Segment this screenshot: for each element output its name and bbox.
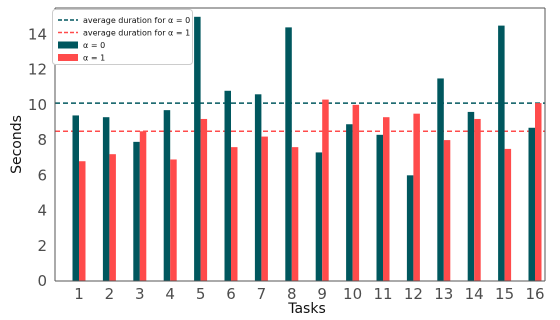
reference-lines (55, 102, 545, 133)
bar-series1-task-10 (352, 104, 360, 281)
legend-entry-label: average duration for α = 0 (83, 16, 190, 25)
x-tick-label: 12 (404, 285, 423, 303)
legend-entry-label: α = 1 (83, 54, 105, 63)
bar-series0-task-10 (346, 124, 353, 281)
x-axis-label: Tasks (287, 301, 326, 317)
x-tick-label: 2 (105, 285, 115, 303)
bar-series0-task-11 (376, 134, 383, 281)
legend-patch-swatch (58, 41, 78, 49)
legend-entry-label: α = 0 (83, 41, 105, 50)
x-tick-label: 13 (434, 285, 453, 303)
x-tick-label: 15 (495, 285, 514, 303)
x-tick-label: 6 (226, 285, 236, 303)
bar-series1-task-14 (474, 118, 481, 281)
bar-series0-task-8 (285, 27, 292, 282)
bar-series1-task-15 (504, 148, 512, 281)
x-tick-label: 5 (196, 285, 206, 303)
bar-series1-task-8 (291, 147, 299, 281)
bar-series0-task-6 (224, 90, 231, 282)
bar-series0-task-5 (194, 16, 201, 281)
bar-series0-task-9 (315, 152, 323, 281)
x-tick-label: 11 (373, 285, 392, 303)
x-tick-label: 9 (317, 285, 327, 303)
bar-series0-task-2 (102, 117, 110, 281)
x-tick-label: 1 (74, 285, 84, 303)
bar-series1-task-4 (170, 159, 177, 281)
bars-group (72, 16, 542, 282)
y-tick-label: 8 (37, 131, 47, 149)
bar-series1-task-3 (139, 131, 147, 281)
legend: average duration for α = 0 average durati… (52, 9, 193, 65)
x-tick-label: 10 (343, 285, 362, 303)
bar-series1-task-7 (261, 136, 268, 281)
y-axis-label: Seconds (9, 115, 25, 174)
x-tick-label: 16 (525, 285, 544, 303)
legend-patch-swatch (58, 54, 78, 61)
bar-series0-task-16 (528, 127, 535, 282)
bar-series1-task-13 (443, 140, 451, 281)
legend-entry-label: average duration for α = 1 (83, 29, 190, 38)
bar-series0-task-12 (406, 175, 414, 281)
y-tick-label: 2 (37, 237, 47, 255)
bar-series1-task-5 (200, 118, 208, 281)
bar-series0-task-14 (467, 111, 475, 281)
bar-series1-task-12 (413, 113, 420, 281)
legend-box (52, 9, 193, 65)
x-tick-label: 3 (135, 285, 145, 303)
bar-series0-task-15 (498, 25, 505, 282)
y-tick-label: 12 (28, 61, 47, 79)
bar-series1-task-6 (231, 147, 238, 281)
y-tick-label: 10 (28, 96, 47, 114)
y-tick-label: 0 (37, 272, 47, 290)
y-tick-label: 4 (37, 202, 47, 220)
bar-series0-task-4 (163, 110, 171, 281)
x-tick-label: 8 (287, 285, 297, 303)
x-tick-label: 7 (257, 285, 267, 303)
x-tick-label: 4 (165, 285, 175, 303)
bar-series1-task-16 (535, 103, 542, 281)
bar-series1-task-11 (383, 117, 390, 281)
bar-series0-task-13 (437, 78, 444, 281)
bar-series0-task-1 (72, 115, 79, 281)
x-tick-label: 14 (465, 285, 484, 303)
bar-series1-task-2 (109, 154, 116, 281)
bar-series0-task-3 (133, 141, 140, 281)
bar-series1-task-9 (322, 99, 329, 281)
bar-series0-task-7 (254, 94, 262, 281)
y-tick-label: 14 (28, 25, 47, 43)
y-tick-label: 6 (37, 166, 47, 184)
bar-series1-task-1 (79, 161, 86, 281)
